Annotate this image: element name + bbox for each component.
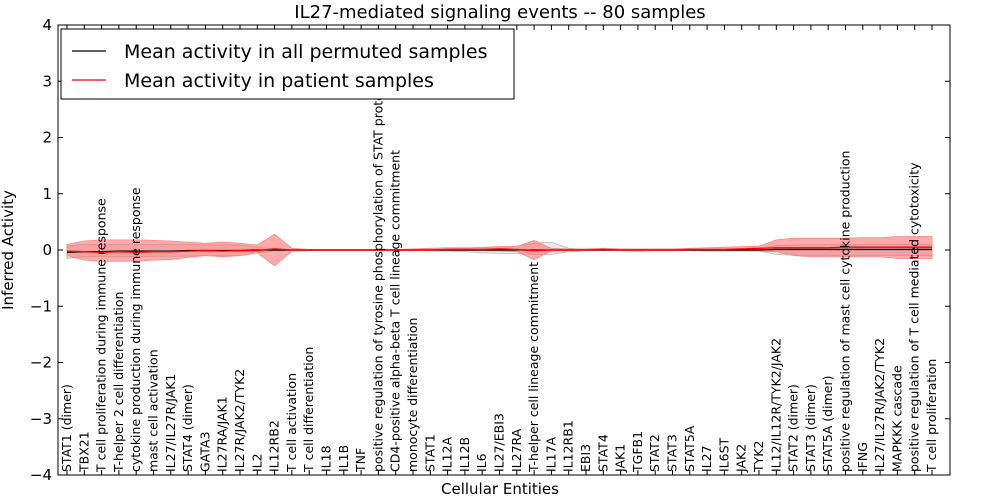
y-tick-label: 0	[42, 241, 52, 259]
x-tick-label: IL1B	[336, 445, 351, 472]
x-tick-label: positive regulation of mast cell cytokin…	[838, 151, 853, 472]
y-tick-label: 2	[42, 129, 52, 147]
x-tick-label: STAT3 (dimer)	[803, 384, 818, 472]
x-tick-label: IL6ST	[716, 437, 731, 472]
x-tick-label: T cell proliferation	[924, 359, 939, 473]
series-lines	[66, 246, 932, 253]
legend-label-patient: Mean activity in patient samples	[124, 70, 434, 92]
plot-frame	[57, 24, 951, 476]
x-tick-label: IL27/IL27R/JAK1	[163, 374, 178, 472]
x-tick-label: STAT2	[647, 434, 662, 472]
y-axis: −4 −3 −2 −1 0 1 2 3 4	[30, 16, 950, 484]
y-tick-label: −3	[30, 410, 52, 428]
x-tick-label: JAK1	[613, 444, 628, 473]
x-tick-label: cytokine production during immune respon…	[128, 187, 143, 472]
x-tick-label: IL27	[699, 445, 714, 472]
y-tick-label: 4	[42, 16, 52, 34]
x-tick-label: IL27RA	[509, 428, 524, 472]
x-tick-label: STAT4 (dimer)	[180, 384, 195, 472]
x-axis: STAT1 (dimer) TBX21 T cell proliferation d…	[59, 25, 939, 475]
x-tick-label: STAT4	[595, 434, 610, 472]
line-patient	[66, 246, 932, 253]
x-tick-label: CD4-positive alpha-beta T cell lineage c…	[388, 150, 403, 472]
x-tick-label: TGFB1	[630, 431, 645, 473]
x-tick-label: EBI3	[578, 444, 593, 472]
chart-title: IL27-mediated signaling events -- 80 sam…	[294, 2, 705, 23]
x-tick-label: STAT5A	[682, 425, 697, 472]
x-tick-label: IL27RA/JAK1	[215, 396, 230, 472]
x-tick-label: T cell differentiation	[301, 347, 316, 473]
y-tick-label: −4	[30, 466, 52, 484]
x-tick-label: IL2	[249, 453, 264, 472]
y-axis-label: Inferred Activity	[0, 190, 17, 310]
y-tick-label: 1	[42, 185, 52, 203]
x-tick-label: STAT5A (dimer)	[820, 376, 835, 472]
x-tick-label: GATA3	[197, 432, 212, 472]
x-tick-label: mast cell activation	[146, 349, 161, 472]
x-tick-label: IL12B	[457, 437, 472, 472]
x-tick-label: IL27/EBI3	[492, 413, 507, 472]
y-tick-label: −1	[30, 297, 52, 315]
x-tick-label: monocyte differentiation	[405, 318, 420, 472]
x-tick-label: positive regulation of T cell mediated c…	[907, 162, 922, 472]
x-tick-label: TNF	[353, 448, 368, 473]
x-tick-label: JAK2	[734, 444, 749, 473]
x-tick-label: STAT2 (dimer)	[786, 384, 801, 472]
x-tick-label: MAPKKK cascade	[889, 365, 904, 472]
y-tick-label: −2	[30, 354, 52, 372]
x-tick-label: IL6	[474, 453, 489, 472]
legend-box	[60, 28, 515, 100]
x-tick-label: IL12RB1	[561, 420, 576, 472]
legend-label-permuted: Mean activity in all permuted samples	[124, 41, 487, 63]
y-tick-label: 3	[42, 72, 52, 90]
x-tick-label: STAT1	[422, 434, 437, 472]
x-tick-label: TYK2	[751, 441, 766, 473]
x-tick-label: IL27R/JAK2/TYK2	[232, 369, 247, 472]
x-tick-label: T cell activation	[284, 373, 299, 473]
x-tick-label: IL12A	[440, 436, 455, 472]
x-tick-label: IL17A	[543, 436, 558, 472]
x-tick-label: IFNG	[855, 442, 870, 472]
x-tick-label: IL27/IL27R/JAK2/TYK2	[872, 338, 887, 472]
x-tick-label: STAT1 (dimer)	[59, 384, 74, 472]
x-tick-label: IL12RB2	[267, 420, 282, 472]
x-axis-label: Cellular Entities	[441, 480, 559, 498]
x-tick-label: TBX21	[76, 431, 91, 473]
x-tick-label: T cell proliferation during immune respo…	[94, 198, 109, 473]
x-tick-label: positive regulation of tyrosine phosphor…	[370, 82, 385, 472]
legend: Mean activity in all permuted samples Me…	[60, 28, 515, 100]
x-tick-label: T-helper cell lineage commitment	[526, 262, 541, 473]
x-tick-label: IL18	[319, 445, 334, 472]
x-tick-label: T-helper 2 cell differentiation	[111, 292, 126, 473]
x-tick-label: STAT3	[665, 434, 680, 472]
x-tick-label: IL12/IL12R/TYK2/JAK2	[768, 338, 783, 472]
